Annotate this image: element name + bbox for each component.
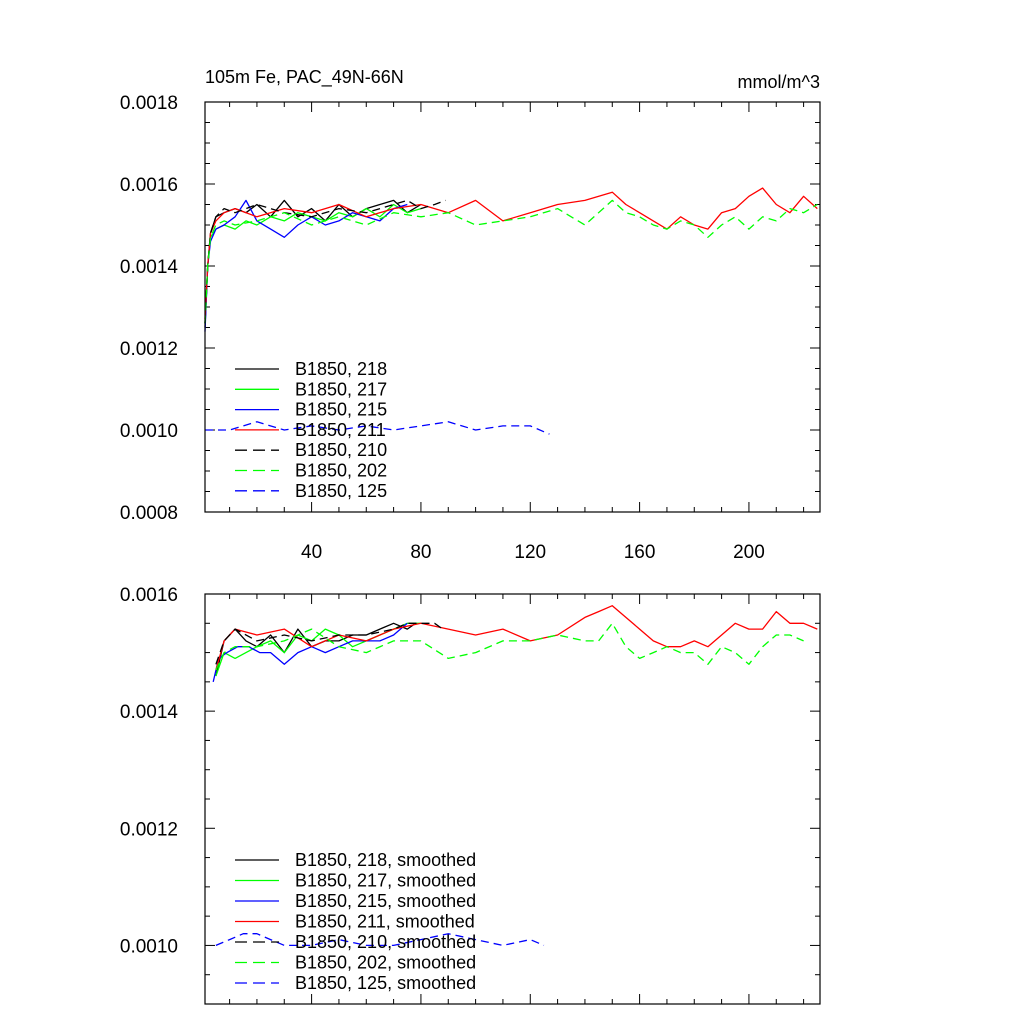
series-line-5 xyxy=(204,199,446,324)
bottom-tick-labels: 0.0010 0.0012 0.0014 0.0016 xyxy=(120,585,179,957)
y-tick-label: 0.0018 xyxy=(120,93,178,114)
y-tick-label: 0.0012 xyxy=(120,819,178,840)
legend-label: B1850, 210, smoothed xyxy=(295,932,476,952)
y-tick-label: 0.0016 xyxy=(120,585,178,606)
bottom-series-lines xyxy=(212,605,818,947)
legend-label: B1850, 210 xyxy=(295,440,387,460)
top-chart-units: mmol/m^3 xyxy=(738,72,820,92)
legend-label: B1850, 217, smoothed xyxy=(295,871,476,891)
x-tick-label: 80 xyxy=(410,542,431,563)
x-tick-label: 200 xyxy=(733,542,765,563)
legend-label: B1850, 202 xyxy=(295,461,387,481)
legend-label: B1850, 215, smoothed xyxy=(295,891,476,911)
legend-label: B1850, 217 xyxy=(295,379,387,399)
y-tick-label: 0.0014 xyxy=(120,257,179,278)
top-panel: 105m Fe, PAC_49N-66N mmol/m^3 0.00080.00… xyxy=(120,67,821,563)
series-line-7 xyxy=(205,421,550,435)
top-chart-title: 105m Fe, PAC_49N-66N xyxy=(205,67,404,88)
y-tick-label: 0.0010 xyxy=(120,936,178,957)
series-line-5 xyxy=(215,622,444,665)
y-tick-label: 0.0010 xyxy=(120,421,178,442)
top-series-lines xyxy=(204,187,818,435)
legend-label: B1850, 125, smoothed xyxy=(295,973,476,993)
legend-label: B1850, 202, smoothed xyxy=(295,953,476,973)
legend-label: B1850, 218, smoothed xyxy=(295,850,476,870)
legend-label: B1850, 215 xyxy=(295,400,387,420)
x-tick-label: 120 xyxy=(514,542,546,563)
top-plot-frame xyxy=(204,101,821,513)
y-tick-label: 0.0016 xyxy=(120,175,178,196)
top-tick-labels: 0.0008 0.0010 0.0012 0.0014 0.0016 0.0018 40 80… xyxy=(120,93,765,563)
bottom-panel: 0.0010 0.0012 0.0014 0.0016 B1850, 218, smo… xyxy=(120,585,821,1005)
x-tick-label: 40 xyxy=(301,542,322,563)
legend-label: B1850, 211 xyxy=(295,420,386,440)
legend-label: B1850, 125 xyxy=(295,481,387,501)
y-tick-label: 0.0014 xyxy=(120,702,179,723)
y-tick-label: 0.0008 xyxy=(120,503,178,524)
series-line-3 xyxy=(212,622,408,683)
series-line-6 xyxy=(215,622,804,671)
legend-label: B1850, 218 xyxy=(295,359,387,379)
series-line-4 xyxy=(215,605,818,671)
x-tick-label: 160 xyxy=(624,542,656,563)
series-line-6 xyxy=(204,199,818,324)
bottom-plot-frame xyxy=(204,593,821,1005)
y-tick-label: 0.0012 xyxy=(120,339,178,360)
legend-label: B1850, 211, smoothed xyxy=(295,912,475,932)
series-line-4 xyxy=(204,187,818,320)
